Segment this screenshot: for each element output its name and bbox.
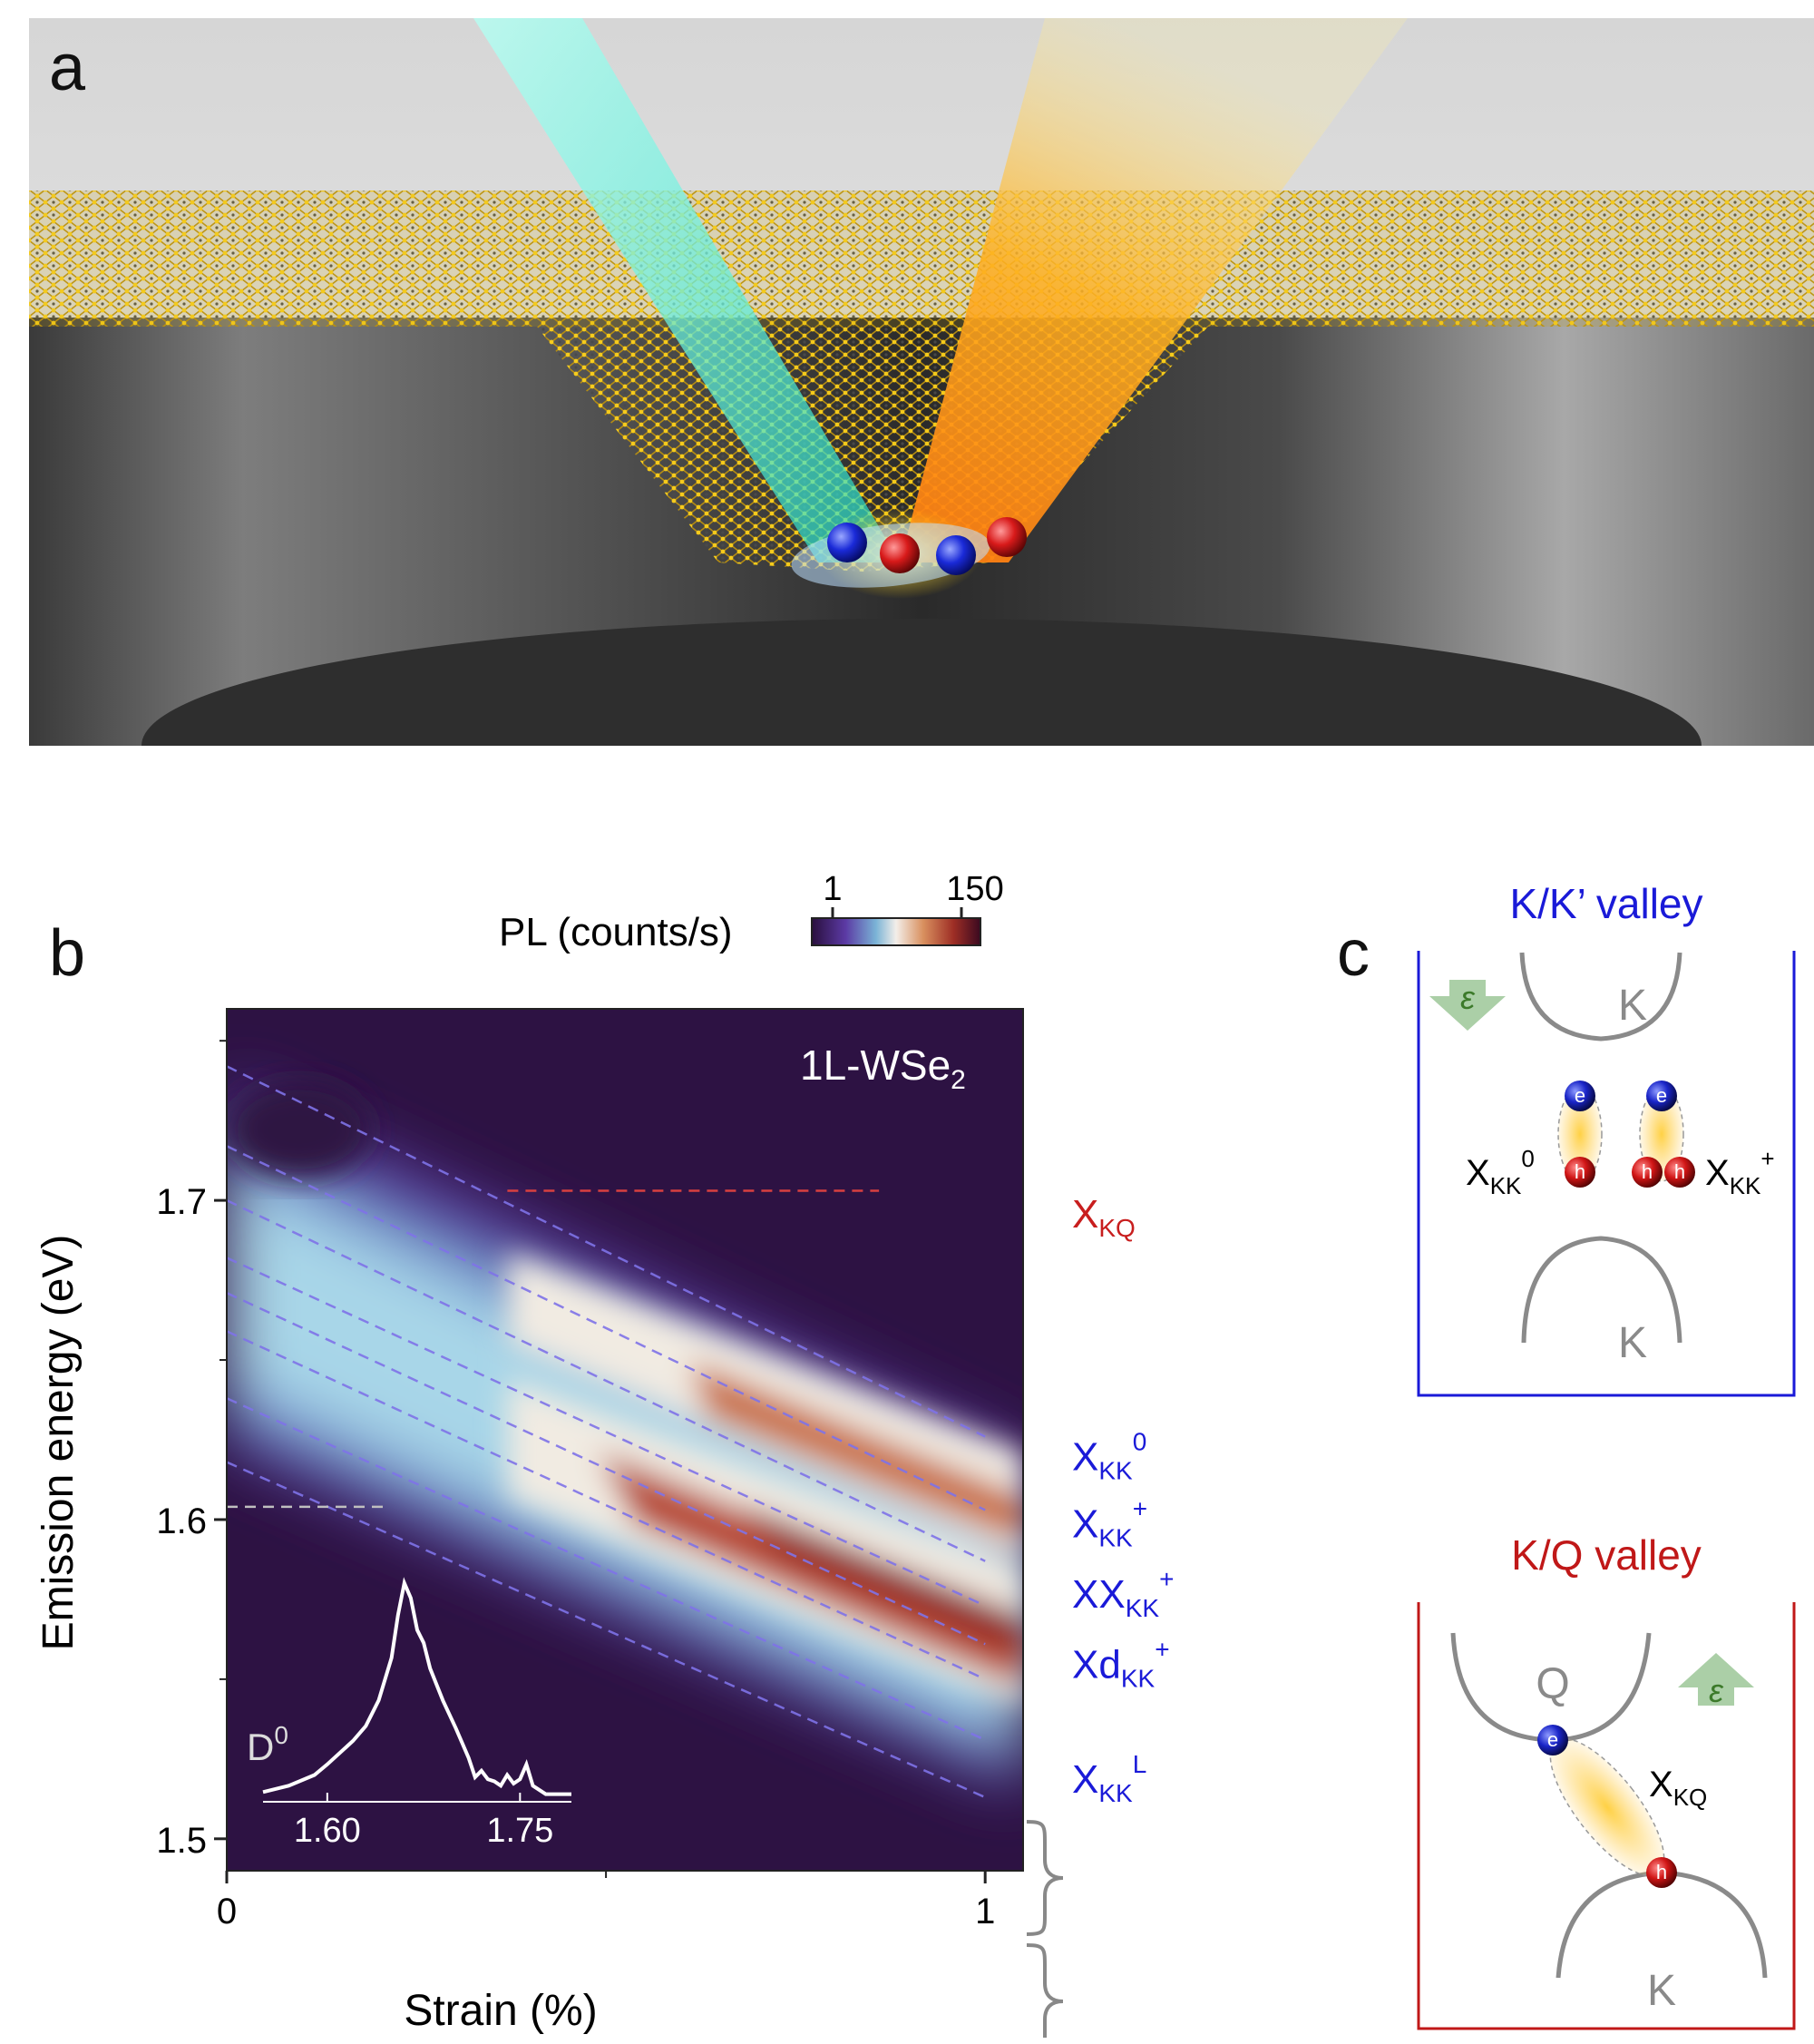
svg-text:h: h: [1674, 1160, 1685, 1183]
kk-valence-band: [1521, 1236, 1682, 1344]
panel-c: K/K’ valley K K ε e h e h h XKK0 XKK+ K/…: [1288, 871, 1814, 2039]
inset-tick-label-0: 1.60: [294, 1812, 361, 1850]
kk-hole-left: [1565, 1157, 1595, 1188]
svg-text:h: h: [1575, 1160, 1585, 1183]
svg-text:h: h: [1642, 1160, 1653, 1183]
y-axis: 1.5 1.6 1.7: [156, 1009, 228, 1871]
brace-xl: [1026, 1943, 1064, 2038]
colorbar-label: PL (counts/s): [499, 910, 733, 954]
panel-letter-b: b: [49, 917, 86, 990]
exciton-label-5: XKKL: [1072, 1750, 1146, 1807]
y-tick-label-0: 1.5: [156, 1821, 207, 1861]
guide-line-6: [227, 1397, 986, 1741]
kk-title: K/K’ valley: [1509, 880, 1702, 927]
heatmap-area: [227, 1009, 1023, 1871]
strain-down-arrow-icon: [1429, 980, 1506, 1031]
guide-line-7: [227, 1461, 986, 1799]
kk-hole-right-2: [1664, 1157, 1695, 1188]
membrane-scene: [29, 18, 1814, 873]
kk-top-valley: K: [1618, 982, 1647, 1030]
svg-text:e: e: [1656, 1084, 1667, 1107]
colorbar-min: 1: [823, 871, 842, 908]
guide-lines: [227, 1065, 986, 1799]
y-axis-label: Emission energy (eV): [34, 1235, 83, 1651]
kq-title: K/Q valley: [1511, 1531, 1702, 1579]
kk-bottom-valley: K: [1618, 1319, 1647, 1367]
kq-exciton-label: XKQ: [1649, 1765, 1707, 1811]
strain-up-arrow-icon: [1678, 1653, 1754, 1706]
panel-b: PL (counts/s) 1 150: [0, 870, 1252, 2039]
colorbar: [811, 917, 981, 946]
material-label: 1L-WSe2: [800, 1042, 966, 1095]
kk-electron-left: [1565, 1081, 1595, 1111]
kk-left-exciton-label: XKK0: [1466, 1145, 1535, 1199]
guide-line-3: [227, 1257, 986, 1608]
exciton-label-4: XdKK+: [1072, 1635, 1170, 1692]
guide-line-2: [227, 1198, 986, 1562]
kq-top-valley: Q: [1536, 1660, 1569, 1708]
pl-strain-heatmap: PL (counts/s) 1 150: [34, 870, 1174, 2038]
kk-right-exciton-label: XKK+: [1705, 1145, 1775, 1199]
kq-hole: [1646, 1857, 1677, 1888]
panel-letter-c: c: [1337, 917, 1370, 990]
inset-curve: [262, 1577, 571, 1796]
x-tick-label-0: 0: [217, 1892, 237, 1932]
panel-letter-a: a: [49, 32, 86, 104]
y-tick-label-1: 1.6: [156, 1501, 207, 1541]
exciton-label-2: XKK+: [1072, 1494, 1147, 1551]
guide-line-0: [227, 1065, 986, 1438]
kq-box: [1417, 1602, 1796, 2030]
kq-bottom-valley: K: [1647, 1967, 1676, 2015]
svg-text:e: e: [1575, 1084, 1585, 1107]
kk-hole-right-1: [1632, 1157, 1663, 1188]
kq-electron: [1537, 1725, 1568, 1755]
guide-line-4: [227, 1292, 986, 1646]
brace-xd: [1026, 1820, 1064, 1936]
valley-diagrams: K/K’ valley K K ε e h e h h XKK0 XKK+ K/…: [1417, 880, 1796, 2030]
y-tick-label-2: 1.7: [156, 1182, 207, 1222]
kk-strain-symbol: ε: [1460, 979, 1476, 1016]
kk-electron-right: [1646, 1081, 1677, 1111]
x-axis-label: Strain (%): [404, 1987, 597, 2035]
guide-line-1: [227, 1145, 986, 1511]
kq-valence-band: [1556, 1870, 1768, 1979]
exciton-label-3: XXKK+: [1072, 1565, 1174, 1622]
kq-strain-symbol: ε: [1709, 1672, 1724, 1709]
d0-label: D0: [247, 1721, 288, 1768]
exciton-label-0: XKQ: [1072, 1192, 1136, 1242]
colorbar-max: 150: [946, 871, 1003, 908]
inset-tick-label-1: 1.75: [486, 1812, 553, 1850]
inset-spectrum: 1.60 1.75: [262, 1577, 571, 1850]
svg-text:e: e: [1547, 1728, 1558, 1751]
guide-line-5: [227, 1330, 986, 1681]
exciton-labels: XKQ XKK0 XKK+ XXKK+ XdKK+ XKKL: [1072, 1192, 1174, 1807]
kk-conduction-band: [1519, 952, 1682, 1042]
svg-text:h: h: [1656, 1861, 1667, 1883]
panel-a-illustration: [29, 18, 1814, 873]
kk-box: [1417, 951, 1796, 1397]
x-tick-label-1: 1: [975, 1892, 995, 1932]
exciton-label-1: XKK0: [1072, 1428, 1146, 1485]
